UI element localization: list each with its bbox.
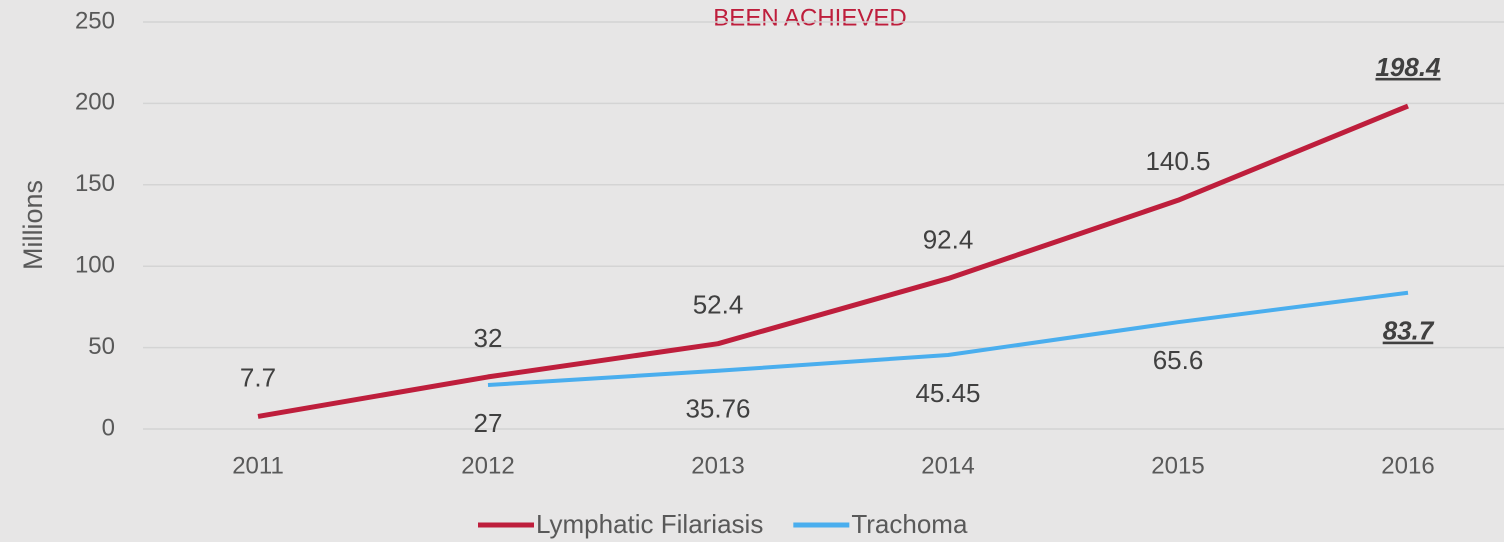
x-tick-label: 2013 xyxy=(691,452,744,479)
data-label: 198.4 xyxy=(1375,52,1441,82)
y-tick-label: 50 xyxy=(88,333,115,360)
data-label: 45.45 xyxy=(915,378,980,408)
y-axis-title: Millions xyxy=(18,180,48,270)
data-label: 27 xyxy=(474,408,503,438)
series-line xyxy=(487,290,1409,388)
annotation: BEEN ACHIEVED xyxy=(713,4,906,31)
legend-label: Lymphatic Filariasis xyxy=(536,509,763,539)
data-label: 7.7 xyxy=(240,362,276,392)
x-tick-label: 2014 xyxy=(921,452,974,479)
data-label: 32 xyxy=(474,323,503,353)
y-tick-label: 250 xyxy=(75,7,115,34)
data-label: 35.76 xyxy=(685,394,750,424)
data-label: 83.7 xyxy=(1383,316,1435,346)
y-tick-label: 200 xyxy=(75,89,115,116)
series-line xyxy=(257,103,1409,419)
legend-label: Trachoma xyxy=(851,509,968,539)
data-label: 65.6 xyxy=(1153,345,1204,375)
y-tick-label: 150 xyxy=(75,170,115,197)
y-tick-label: 100 xyxy=(75,252,115,279)
data-label: 92.4 xyxy=(923,224,974,254)
data-label: 52.4 xyxy=(693,290,744,320)
y-tick-label: 0 xyxy=(102,414,115,441)
x-tick-label: 2011 xyxy=(232,452,284,479)
x-tick-label: 2012 xyxy=(461,452,514,479)
x-tick-label: 2016 xyxy=(1381,452,1434,479)
data-label: 140.5 xyxy=(1145,146,1210,176)
x-tick-label: 2015 xyxy=(1151,452,1204,479)
